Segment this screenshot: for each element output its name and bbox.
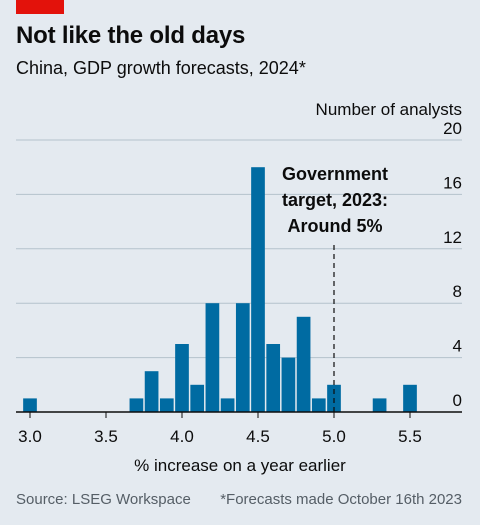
y-tick-label: 0 [453,391,462,410]
histogram-bar [175,344,189,412]
x-tick-label: 5.0 [322,427,346,446]
histogram-bar [220,398,235,412]
chart-title: Not like the old days [16,22,246,49]
y-tick-label: 4 [453,337,462,356]
chart-subtitle: China, GDP growth forecasts, 2024* [16,58,306,78]
histogram-bar [144,371,159,412]
annotation-text-line: Government [282,164,388,184]
histogram-bar [159,398,174,412]
x-tick-label: 3.0 [18,427,42,446]
x-tick-label: 4.5 [246,427,270,446]
histogram-bar [251,167,265,412]
x-tick-label: 3.5 [94,427,118,446]
brand-red-tag [16,0,64,14]
histogram-bar [372,398,387,412]
y-tick-label: 12 [443,228,462,247]
histogram-bar [23,398,37,412]
y-tick-label: 20 [443,119,462,138]
annotation-layer: Government target, 2023: Around 5% [282,164,388,412]
histogram-bar [235,303,250,412]
histogram-bar [311,398,326,412]
annotation-text-line: Around 5% [287,216,382,236]
histogram-bar [129,398,144,412]
x-axis-label: % increase on a year earlier [134,456,346,475]
axis-layer: 0 4 8 12 16 20 3.0 3.5 4.0 4.5 5.0 5.5 [16,119,462,446]
annotation-text-line: target, 2023: [282,190,388,210]
y-axis-label: Number of analysts [315,100,462,119]
y-tick-label: 8 [453,282,462,301]
bar-layer [23,167,417,412]
histogram-bar [190,384,205,412]
histogram-bar [266,344,281,412]
x-tick-label: 4.0 [170,427,194,446]
y-tick-label: 16 [443,173,462,192]
histogram-bar [296,316,311,412]
histogram-bar [403,384,417,412]
x-tick-label: 5.5 [398,427,422,446]
histogram-bar [205,303,220,412]
source-note: Source: LSEG Workspace [16,491,191,508]
footnote: *Forecasts made October 16th 2023 [220,491,462,508]
histogram-bar [281,357,296,412]
